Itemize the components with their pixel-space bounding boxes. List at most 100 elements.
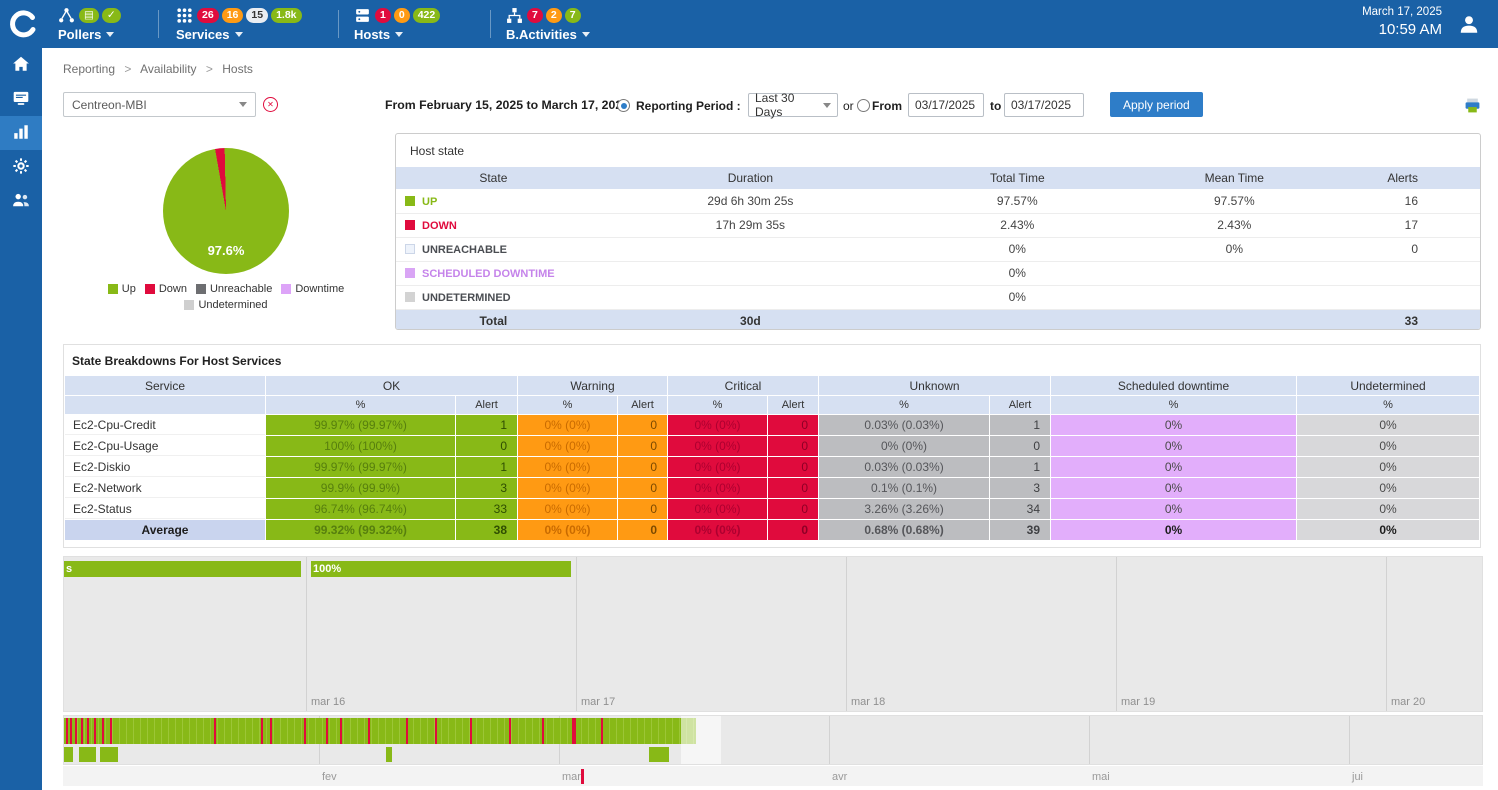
- cell-duration: [590, 285, 911, 310]
- legend-swatch: [195, 284, 206, 294]
- centreon-logo[interactable]: [8, 9, 38, 39]
- services-ok-badge[interactable]: 1.8k: [271, 7, 302, 23]
- reporting-period-radio[interactable]: [617, 99, 630, 112]
- period-summary: From February 15, 2025 to March 17, 2025: [385, 98, 630, 112]
- state-label: UP: [422, 195, 438, 208]
- pollers-database-badge[interactable]: ▤: [79, 7, 99, 23]
- from-date-input[interactable]: [908, 93, 984, 117]
- services-warning-badge[interactable]: 16: [221, 7, 244, 23]
- axis-label: mar 19: [1121, 696, 1156, 708]
- total-alerts: 33: [1344, 309, 1480, 329]
- services-unknown-badge[interactable]: 15: [246, 7, 269, 23]
- cell-mean: 2.43%: [1124, 213, 1345, 238]
- nav-hosts-label[interactable]: Hosts: [354, 27, 391, 42]
- down-event-tick: [110, 718, 112, 744]
- axis-label: mar 17: [581, 696, 616, 708]
- sidebar-item-home[interactable]: [0, 48, 42, 82]
- availability-pie-chart[interactable]: [163, 148, 289, 274]
- sidebar-item-reporting[interactable]: [0, 116, 42, 150]
- cell-warn_alert: 0: [618, 457, 667, 477]
- nav-hosts[interactable]: 1 0 422 Hosts: [354, 4, 441, 46]
- availability-bar[interactable]: s: [64, 561, 301, 577]
- breadcrumb-hosts[interactable]: Hosts: [222, 62, 253, 76]
- gridline: [829, 716, 830, 764]
- sidebar-item-administration[interactable]: [0, 184, 42, 218]
- pie-legend: Up Down Unreachable Downtime Undetermined: [90, 283, 362, 315]
- down-event-tick: [70, 718, 72, 744]
- ba-critical-badge[interactable]: 7: [527, 7, 543, 23]
- state-label: DOWN: [422, 220, 457, 232]
- nav-bactivities-label[interactable]: B.Activities: [506, 27, 577, 42]
- down-event-tick: [81, 718, 83, 744]
- export-icon[interactable]: [1464, 97, 1481, 114]
- nav-services-label[interactable]: Services: [176, 27, 230, 42]
- gridline: [1089, 716, 1090, 764]
- cell-alerts: 16: [1344, 189, 1480, 214]
- nav-services[interactable]: 26 16 15 1.8k Services: [176, 4, 302, 46]
- apply-period-button[interactable]: Apply period: [1110, 92, 1203, 117]
- period-select[interactable]: Last 30 Days: [748, 91, 838, 119]
- cell-warn_alert: 0: [618, 436, 667, 456]
- cell-sched: 0%: [1051, 436, 1297, 456]
- hosts-unreachable-badge[interactable]: 0: [393, 7, 410, 23]
- selector-axis: fev mar avr mai jui: [63, 766, 1483, 786]
- selector-handle[interactable]: [681, 716, 721, 764]
- cell-undet: 0%: [1297, 457, 1480, 477]
- host-state-row: UNREACHABLE 0% 0% 0: [396, 237, 1480, 262]
- availability-timeline[interactable]: mar 16 mar 17 mar 18 mar 19 mar 20 s 100%: [63, 556, 1483, 712]
- sub-crit-pct: %: [668, 396, 767, 414]
- nav-pollers[interactable]: ▤ ✓ Pollers: [58, 4, 121, 46]
- pollers-status-badge[interactable]: ✓: [101, 7, 121, 23]
- cell-warn_pct: 0% (0%): [518, 499, 617, 519]
- timeline-selector[interactable]: [63, 715, 1483, 765]
- grp-undetermined: Undetermined: [1297, 376, 1480, 395]
- custom-period-radio[interactable]: [857, 99, 870, 112]
- nav-divider: [338, 10, 339, 38]
- host-filter-select[interactable]: Centreon-MBI: [63, 92, 256, 117]
- down-event-tick: [542, 718, 544, 744]
- cell-total: 97.57%: [910, 189, 1125, 214]
- down-event-tick: [509, 718, 511, 744]
- cell-unk_pct: 0.03% (0.03%): [819, 415, 990, 435]
- availability-bar-label: s: [66, 563, 73, 575]
- sidebar-item-configuration[interactable]: [0, 150, 42, 184]
- availability-bar-label: 100%: [313, 563, 342, 575]
- down-event-tick: [87, 718, 89, 744]
- ba-ok-badge[interactable]: 7: [564, 7, 581, 23]
- cell-crit_alert: 0: [768, 436, 819, 456]
- cell-crit_pct: 0% (0%): [668, 520, 767, 540]
- availability-bar[interactable]: 100%: [311, 561, 571, 577]
- down-event-tick: [102, 718, 104, 744]
- breadcrumb-separator: >: [124, 62, 132, 76]
- clear-filter-icon[interactable]: ✕: [263, 97, 278, 112]
- hosts-up-badge[interactable]: 422: [412, 7, 441, 23]
- sidebar-item-monitoring[interactable]: [0, 82, 42, 116]
- nav-pollers-label[interactable]: Pollers: [58, 27, 102, 42]
- col-alerts: Alerts: [1344, 167, 1480, 189]
- services-critical-badge[interactable]: 26: [197, 7, 219, 23]
- cell-state: SCHEDULED DOWNTIME: [396, 261, 591, 286]
- breadcrumb: Reporting > Availability > Hosts: [63, 62, 253, 76]
- col-duration: Duration: [590, 167, 911, 189]
- breakdown-row: Ec2-Cpu-Usage 100% (100%) 0 0% (0%) 0 0% (0%)…: [65, 436, 1480, 456]
- down-event-tick: [601, 718, 603, 744]
- legend-item-unreachable: Unreachable: [195, 283, 272, 295]
- user-account-icon[interactable]: [1458, 13, 1480, 35]
- cell-unk_pct: 0.1% (0.1%): [819, 478, 990, 498]
- breadcrumb-reporting[interactable]: Reporting: [63, 62, 116, 76]
- poller-icon: [58, 7, 75, 24]
- cell-unk_alert: 1: [990, 457, 1051, 477]
- host-filter-value: Centreon-MBI: [72, 97, 147, 112]
- cell-service: Ec2-Network: [65, 478, 265, 498]
- cell-state: UNREACHABLE: [396, 237, 591, 262]
- cell-crit_pct: 0% (0%): [668, 499, 767, 519]
- breadcrumb-availability[interactable]: Availability: [140, 62, 197, 76]
- to-date-input[interactable]: [1004, 93, 1084, 117]
- ba-warning-badge[interactable]: 2: [545, 7, 562, 23]
- sub-empty: [65, 396, 265, 414]
- hosts-down-badge[interactable]: 1: [375, 7, 391, 23]
- cell-crit_pct: 0% (0%): [668, 436, 767, 456]
- selector-band[interactable]: [64, 718, 696, 744]
- cell-undet: 0%: [1297, 520, 1480, 540]
